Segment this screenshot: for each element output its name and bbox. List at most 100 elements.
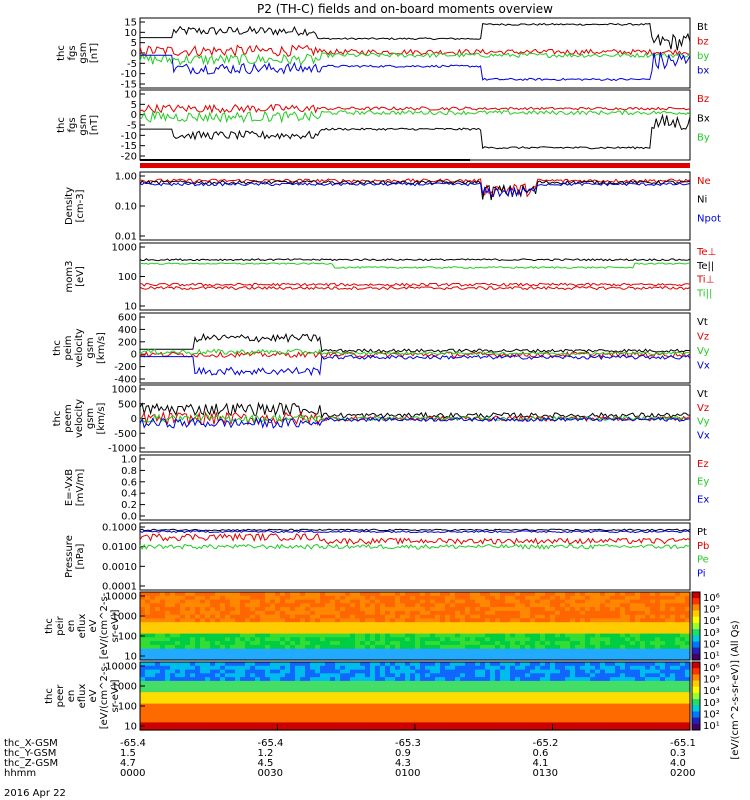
spectrogram-cell bbox=[450, 673, 456, 678]
spectrogram-cell bbox=[415, 688, 421, 693]
spectrogram-cell bbox=[360, 677, 366, 682]
y-tick-label: -5 bbox=[127, 121, 137, 132]
spectrogram-cell bbox=[315, 662, 321, 667]
spectrogram-cell bbox=[305, 699, 311, 705]
spectrogram-cell bbox=[635, 722, 641, 727]
spectrogram-cell bbox=[180, 665, 186, 671]
spectrogram-cell bbox=[550, 644, 556, 650]
spectrogram-cell bbox=[500, 684, 506, 690]
spectrogram-cell bbox=[375, 718, 381, 724]
spectrogram-cell bbox=[675, 722, 681, 727]
spectrogram-cell bbox=[265, 637, 271, 642]
spectrogram-cell bbox=[365, 592, 371, 597]
spectrogram-cell bbox=[395, 599, 401, 604]
spectrogram-cell bbox=[395, 707, 401, 712]
spectrogram-cell bbox=[665, 629, 671, 635]
spectrogram-cell bbox=[405, 699, 411, 705]
spectrogram-cell bbox=[440, 622, 446, 627]
spectrogram-cell bbox=[545, 673, 551, 678]
spectrogram-cell bbox=[560, 641, 566, 646]
spectrogram-cell bbox=[445, 707, 451, 712]
spectrogram-cell bbox=[490, 629, 496, 635]
spectrogram-cell bbox=[405, 622, 411, 627]
spectrogram-cell bbox=[465, 726, 471, 731]
spectrogram-cell bbox=[430, 692, 436, 697]
spectrogram-cell bbox=[235, 665, 241, 671]
spectrogram-cell bbox=[315, 622, 321, 627]
spectrogram-cell bbox=[390, 718, 396, 724]
spectrogram-cell bbox=[595, 696, 601, 701]
spectrogram-cell bbox=[390, 714, 396, 720]
spectrogram-cell bbox=[170, 699, 176, 705]
spectrogram-cell bbox=[140, 699, 146, 705]
spectrogram-cell bbox=[605, 626, 611, 631]
spectrogram-cell bbox=[555, 714, 561, 720]
spectrogram-cell bbox=[360, 610, 366, 616]
spectrogram-cell bbox=[180, 714, 186, 720]
spectrogram-cell bbox=[150, 684, 156, 690]
spectrogram-cell bbox=[235, 692, 241, 697]
y-tick-label: 1000 bbox=[112, 385, 137, 396]
spectrogram-cell bbox=[305, 707, 311, 712]
spectrogram-cell bbox=[450, 703, 456, 708]
spectrogram-cell bbox=[585, 633, 591, 638]
spectrogram-cell bbox=[570, 662, 576, 667]
spectrogram-cell bbox=[530, 692, 536, 697]
spectrogram-cell bbox=[190, 684, 196, 690]
spectrogram-cell bbox=[210, 610, 216, 616]
y-tick-label: 0.0100 bbox=[102, 542, 137, 553]
spectrogram-cell bbox=[665, 677, 671, 682]
spectrogram-cell bbox=[335, 665, 341, 671]
spectrogram-cell bbox=[610, 688, 616, 693]
spectrogram-cell bbox=[515, 680, 521, 686]
spectrogram-cell bbox=[550, 692, 556, 697]
spectrogram-cell bbox=[390, 662, 396, 667]
spectrogram-cell bbox=[180, 603, 186, 608]
spectrogram-cell bbox=[450, 622, 456, 627]
spectrogram-cell bbox=[665, 703, 671, 708]
spectrogram-cell bbox=[170, 626, 176, 631]
spectrogram-cell bbox=[665, 656, 671, 661]
spectrogram-cell bbox=[475, 707, 481, 712]
spectrogram-cell bbox=[210, 637, 216, 642]
spectrogram-cell bbox=[685, 637, 691, 642]
spectrogram-cell bbox=[535, 688, 541, 693]
spectrogram-cell bbox=[220, 669, 226, 674]
spectrogram-cell bbox=[670, 599, 676, 604]
spectrogram-cell bbox=[505, 688, 511, 693]
spectrogram-cell bbox=[565, 599, 571, 604]
spectrogram-cell bbox=[665, 637, 671, 642]
spectrogram-cell bbox=[395, 629, 401, 635]
spectrogram-cell bbox=[320, 718, 326, 724]
spectrogram-cell bbox=[310, 696, 316, 701]
spectrogram-cell bbox=[345, 665, 351, 671]
spectrogram-cell bbox=[675, 595, 681, 601]
spectrogram-cell bbox=[660, 592, 666, 597]
spectrogram-cell bbox=[325, 726, 331, 731]
spectrogram-cell bbox=[495, 662, 501, 667]
spectrogram-cell bbox=[245, 637, 251, 642]
spectrogram-cell bbox=[200, 680, 206, 686]
spectrogram-cell bbox=[305, 696, 311, 701]
spectrogram-cell bbox=[280, 633, 286, 638]
spectrogram-cell bbox=[455, 718, 461, 724]
spectrogram-cell bbox=[235, 599, 241, 604]
spectrogram-cell bbox=[645, 680, 651, 686]
spectrogram-cell bbox=[375, 622, 381, 627]
spectrogram-cell bbox=[580, 711, 586, 716]
spectrogram-cell bbox=[165, 665, 171, 671]
spectrogram-cell bbox=[515, 673, 521, 678]
spectrogram-cell bbox=[185, 673, 191, 678]
spectrogram-cell bbox=[510, 644, 516, 650]
spectrogram-cell bbox=[505, 665, 511, 671]
spectrogram-cell bbox=[235, 714, 241, 720]
spectrogram-cell bbox=[155, 637, 161, 642]
spectrogram-cell bbox=[320, 599, 326, 604]
spectrogram-cell bbox=[335, 614, 341, 620]
spectrogram-cell bbox=[180, 607, 186, 612]
spectrogram-cell bbox=[585, 644, 591, 650]
spectrogram-cell bbox=[455, 711, 461, 716]
spectrogram-cell bbox=[505, 656, 511, 661]
spectrogram-cell bbox=[635, 610, 641, 616]
